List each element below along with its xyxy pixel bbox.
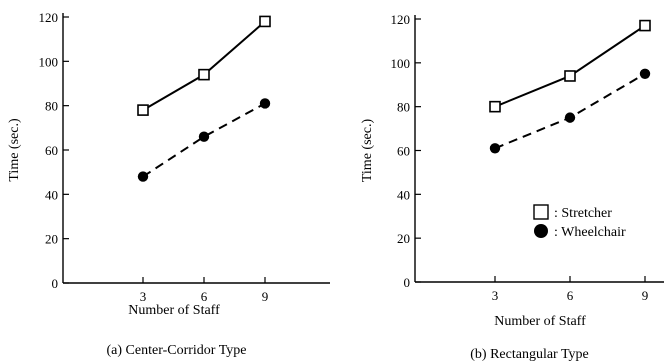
data-point-wheelchair xyxy=(489,143,501,154)
y-tick-label: 20 xyxy=(45,232,58,247)
x-tick-label: 6 xyxy=(567,288,574,303)
legend-marker-wheelchair xyxy=(534,224,548,238)
series-line-stretcher xyxy=(142,20,266,111)
y-tick-label: 0 xyxy=(52,276,59,291)
panel-caption: (b) Rectangular Type xyxy=(470,347,589,361)
data-point-stretcher xyxy=(489,100,501,113)
series-line-wheelchair xyxy=(494,72,646,150)
y-tick-label: 120 xyxy=(39,10,59,25)
y-tick-label: 80 xyxy=(397,100,410,115)
data-point-wheelchair xyxy=(198,131,210,142)
y-tick-label: 120 xyxy=(391,12,411,27)
series-line-stretcher xyxy=(494,24,646,108)
data-point-wheelchair xyxy=(564,112,576,123)
data-point-wheelchair xyxy=(259,98,271,109)
x-axis-label: Number of Staff xyxy=(494,314,586,329)
legend-label: : Stretcher xyxy=(554,206,612,221)
panel-rectangular: 0 20 40 60 80 100 120 3 6 9 Number of Staff Time (s… xyxy=(360,12,664,361)
panel-caption: (a) Center-Corridor Type xyxy=(107,343,247,358)
x-tick-label: 9 xyxy=(262,289,269,304)
panel-center-corridor: 0 20 40 60 80 100 120 3 6 9 Number of Staff Time (s… xyxy=(7,10,330,358)
y-axis-label: Time (sec.) xyxy=(7,118,22,182)
legend: : Stretcher : Wheelchair xyxy=(533,204,626,240)
x-axis-label: Number of Staff xyxy=(128,303,220,318)
y-tick-label: 40 xyxy=(45,187,58,202)
x-tick-label: 9 xyxy=(642,288,649,303)
y-tick-label: 80 xyxy=(45,99,58,114)
y-axis-label: Time (sec.) xyxy=(360,119,375,183)
y-tick-label: 20 xyxy=(397,231,410,246)
data-point-stretcher xyxy=(639,19,651,32)
y-tick-label: 100 xyxy=(39,54,59,69)
legend-marker-stretcher xyxy=(533,204,549,220)
x-tick-label: 3 xyxy=(140,289,147,304)
y-tick-label: 40 xyxy=(397,187,410,202)
y-tick-label: 60 xyxy=(45,143,58,158)
data-point-stretcher xyxy=(564,70,576,82)
y-tick-label: 0 xyxy=(404,275,411,290)
data-point-stretcher xyxy=(137,104,149,116)
data-point-wheelchair xyxy=(639,68,651,79)
y-tick-label: 60 xyxy=(397,144,410,159)
data-point-stretcher xyxy=(259,15,271,28)
y-tick-label: 100 xyxy=(391,56,411,71)
data-point-stretcher xyxy=(198,68,210,81)
x-tick-label: 6 xyxy=(201,289,208,304)
legend-label: : Wheelchair xyxy=(554,225,626,240)
data-point-wheelchair xyxy=(137,171,149,182)
x-tick-label: 3 xyxy=(492,288,499,303)
